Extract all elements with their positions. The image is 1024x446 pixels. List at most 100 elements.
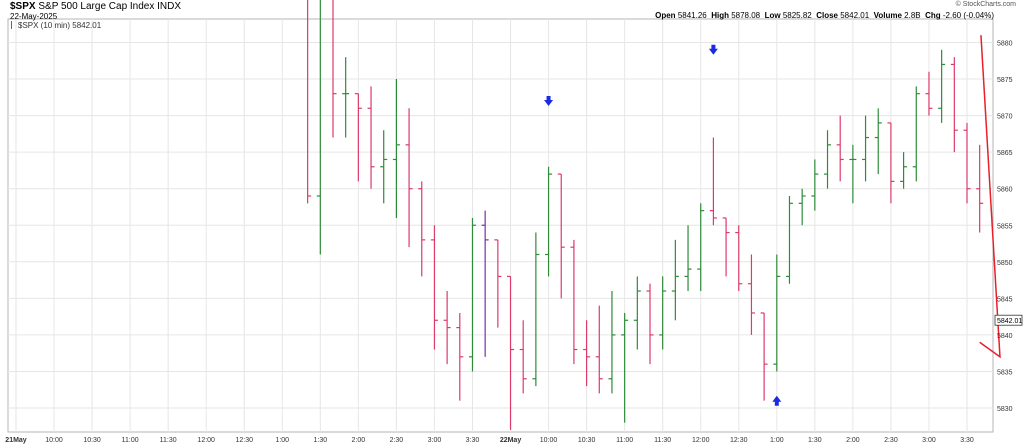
trend-annotation <box>979 35 1001 359</box>
ohlc-bar <box>481 210 489 357</box>
volume-value: 2.8B <box>904 11 921 20</box>
x-tick-label: 3:30 <box>960 437 974 444</box>
last-value-box <box>994 314 1023 326</box>
ohlc-bar <box>332 0 337 138</box>
x-tick-label: 11:00 <box>122 437 139 444</box>
y-tick-label: 5850 <box>997 260 1013 267</box>
ohlc-bar <box>570 239 578 365</box>
y-tick-label: 5880 <box>997 41 1013 48</box>
ohlc-bar <box>900 152 908 189</box>
ohlc-bar <box>938 49 946 123</box>
ohlc-bar <box>316 0 321 255</box>
chg-label: Chg <box>925 11 941 20</box>
open-label: Open <box>655 11 676 20</box>
x-tick-label: 1:30 <box>314 437 328 444</box>
x-tick-label: 12:00 <box>197 437 215 444</box>
chart-date: 22-May-2025 <box>10 12 58 21</box>
ohlc-bar <box>798 188 806 226</box>
x-tick-label: 1:00 <box>770 437 784 444</box>
ohlc-bar <box>608 291 616 394</box>
ohlc-bar <box>963 122 971 204</box>
y-tick-label: 5840 <box>997 333 1013 340</box>
high-value: 5878.08 <box>731 11 761 20</box>
y-tick-label: 5855 <box>997 223 1013 230</box>
x-tick-label: 12:30 <box>235 437 253 444</box>
x-tick-label: 11:00 <box>616 437 633 444</box>
ohlc-bar <box>342 57 350 138</box>
volume-label: Volume <box>873 11 902 20</box>
ohlc-bars <box>307 0 984 430</box>
ohlc-bar <box>532 232 540 387</box>
ohlc-bar <box>583 320 591 387</box>
y-tick-label: 5845 <box>997 296 1013 303</box>
y-tick-label: 5860 <box>997 187 1013 194</box>
ohlc-bar <box>468 217 476 372</box>
last-value-text: 5842.01 <box>997 318 1022 325</box>
legend-label: $SPX (10 min) 5842.01 <box>18 21 102 30</box>
x-tick-label: 22May <box>500 437 522 444</box>
ohlc-bar <box>557 173 565 299</box>
x-tick-label: 10:00 <box>540 437 558 444</box>
low-label: Low <box>764 11 781 20</box>
up-arrow <box>772 395 782 406</box>
x-tick-label: 10:30 <box>83 437 101 444</box>
ohlc-bar <box>785 196 793 284</box>
y-tick-label: 5865 <box>997 150 1013 157</box>
ohlc-bar <box>392 79 400 218</box>
x-tick-label: 3:30 <box>466 437 480 444</box>
y-tick-label: 5870 <box>997 114 1013 121</box>
x-tick-label: 11:30 <box>160 437 177 444</box>
ohlc-bar <box>976 144 984 233</box>
low-value: 5825.82 <box>782 11 812 20</box>
ohlc-bar <box>849 144 857 204</box>
grid <box>8 19 993 432</box>
ohlc-bar <box>354 93 362 182</box>
ohlc-bar <box>722 217 730 277</box>
ohlc-summary: Open 5841.26 High 5878.08 Low 5825.82 Cl… <box>655 11 994 20</box>
x-tick-label: 3:00 <box>428 437 442 444</box>
ohlc-bar <box>595 305 603 394</box>
x-tick-label: 1:30 <box>808 437 822 444</box>
y-tick-label: 5835 <box>997 369 1013 376</box>
x-tick-label: 21May <box>5 437 27 444</box>
ohlc-bar <box>519 320 527 394</box>
exchange: INDX <box>157 1 182 12</box>
ohlc-bar <box>862 115 870 182</box>
x-tick-label: 1:00 <box>275 437 289 444</box>
signal-arrows <box>544 44 782 406</box>
y-axis: 5830 5835 5840 5845 5850 5855 5860 5865 5870 5875… <box>997 41 1013 414</box>
down-arrow <box>544 95 554 106</box>
annotation-line <box>979 35 1001 359</box>
x-axis: 21May 10:00 10:30 11:00 11:30 12:00 12:30 1:00 1… <box>5 437 974 444</box>
ohlc-bar <box>545 166 553 277</box>
x-tick-label: 2:30 <box>884 437 898 444</box>
ohlc-bar <box>443 291 451 365</box>
high-label: High <box>711 11 729 20</box>
ohlc-bar <box>367 86 375 189</box>
ohlc-bar <box>773 254 781 372</box>
ohlc-bar <box>811 159 819 211</box>
chg-value: -2.60 (-0.04%) <box>942 11 994 20</box>
x-tick-label: 2:30 <box>390 437 404 444</box>
ohlc-bar <box>760 312 768 401</box>
down-arrow <box>708 44 718 55</box>
ohlc-bar <box>646 283 654 365</box>
close-label: Close <box>816 11 838 20</box>
x-tick-label: 12:30 <box>730 437 748 444</box>
x-tick-label: 3:00 <box>922 437 936 444</box>
ohlc-bar <box>507 275 515 430</box>
ohlc-bar <box>621 312 629 423</box>
ohlc-bar <box>950 57 958 153</box>
ohlc-bar <box>925 71 933 116</box>
ohlc-bar <box>671 239 679 321</box>
series-legend: $SPX (10 min) 5842.01 <box>11 21 101 30</box>
ohlc-bar <box>430 225 438 350</box>
ohlc-bar <box>659 276 667 350</box>
brand-credit: © StockCharts.com <box>955 1 1016 8</box>
x-tick-label: 10:30 <box>578 437 596 444</box>
ohlc-bar <box>874 108 882 175</box>
ohlc-bar <box>307 0 312 204</box>
y-tick-label: 5830 <box>997 406 1013 413</box>
ohlc-bar <box>684 225 692 292</box>
